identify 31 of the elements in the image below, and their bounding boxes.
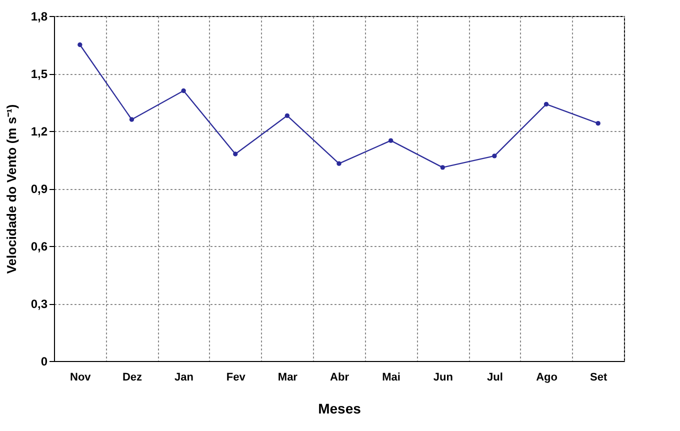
y-tick-label: 0,9 [30,182,48,196]
y-tick-label: 1,8 [30,10,48,24]
y-tick-label: 0 [40,354,48,368]
point [284,113,290,118]
x-tick-label: Jan [174,372,194,384]
point [492,154,497,158]
point [388,138,394,143]
point [129,117,134,122]
x-tick-label: Dez [122,372,143,384]
x-tick-label: Nov [70,372,92,384]
x-tick-label: Set [590,372,608,384]
x-tick-label: Jun [433,372,454,384]
y-axis-title: Velocidade do Vento (m s⁻¹) [4,104,19,274]
x-axis-title: Meses [318,400,362,416]
x-tick-label: Ago [536,372,558,384]
point [440,165,445,170]
y-tick-label: 0,6 [30,240,48,254]
point [78,42,82,48]
point [336,161,342,166]
point [544,102,549,107]
x-tick-label: Jul [487,372,503,384]
y-tick-label: 0,3 [30,297,48,311]
point [233,152,238,156]
point [596,120,600,126]
x-tick-label: Abr [330,372,350,384]
x-tick-label: Fev [226,372,246,384]
point [181,88,186,94]
x-tick-label: Mar [278,372,298,384]
y-tick-label: 1,5 [30,67,48,81]
y-tick-label: 1,2 [30,124,48,138]
x-tick-label: Mai [382,372,400,384]
